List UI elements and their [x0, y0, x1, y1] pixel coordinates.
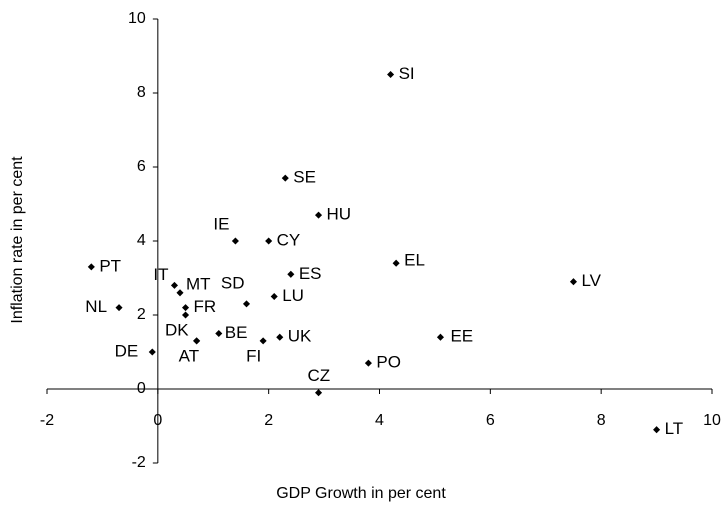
point: [176, 289, 184, 297]
x-tick-label: 4: [375, 412, 384, 429]
point: [242, 300, 251, 308]
point-label: LU: [282, 286, 304, 305]
point: [387, 70, 395, 79]
x-tick-label: -2: [40, 412, 54, 429]
x-tick-label: 10: [703, 412, 721, 429]
y-tick-label: 10: [128, 10, 146, 27]
point-label: SD: [221, 273, 245, 292]
x-tick-label: 6: [486, 412, 495, 429]
point-label: SE: [293, 168, 316, 187]
point-label: SI: [399, 64, 415, 83]
y-tick-label: 0: [137, 380, 146, 397]
y-axis-title: Inflation rate in per cent: [9, 156, 26, 324]
point-label: FR: [194, 297, 217, 316]
point: [215, 329, 223, 338]
point: [281, 174, 289, 182]
point: [265, 237, 273, 245]
y-tick-label: -2: [132, 454, 146, 471]
point-label: LT: [665, 419, 684, 438]
point-label: NL: [85, 297, 107, 316]
point: [231, 237, 239, 245]
point: [182, 311, 190, 319]
point-label: ES: [299, 264, 322, 283]
point: [87, 263, 95, 271]
point-label: IT: [153, 265, 168, 284]
point: [436, 333, 444, 341]
point: [276, 333, 284, 341]
point-label: FI: [246, 346, 261, 365]
point: [653, 426, 661, 434]
x-axis-title: GDP Growth in per cent: [276, 485, 446, 502]
x-tick-label: 0: [153, 412, 162, 429]
point-label: BE: [225, 323, 248, 342]
point-label: EE: [450, 327, 473, 346]
point-label: CY: [277, 230, 301, 249]
point-label: CZ: [308, 366, 331, 385]
point: [182, 304, 190, 312]
point-label: DK: [165, 320, 189, 339]
point: [193, 337, 201, 345]
point: [259, 337, 267, 345]
y-tick-label: 6: [137, 158, 146, 175]
point: [569, 278, 577, 286]
point-label: PO: [376, 353, 401, 372]
point: [315, 211, 323, 219]
point-label: MT: [186, 274, 211, 293]
point: [148, 348, 156, 356]
y-tick-label: 8: [137, 84, 146, 101]
point-label: UK: [288, 327, 312, 346]
point-label: PT: [99, 256, 121, 275]
y-tick-label: 2: [137, 306, 146, 323]
point-label: EL: [404, 251, 425, 270]
point-label: AT: [179, 346, 199, 365]
x-tick-label: 8: [597, 412, 606, 429]
point: [270, 292, 278, 301]
point-label: IE: [213, 214, 229, 233]
point: [287, 270, 295, 278]
point: [315, 389, 323, 397]
point-label: DE: [115, 341, 139, 360]
point: [115, 304, 123, 312]
point-label: LV: [581, 271, 601, 290]
point-label: HU: [327, 205, 352, 224]
y-tick-label: 4: [137, 232, 146, 249]
point: [392, 259, 400, 267]
x-tick-label: 2: [264, 412, 273, 429]
point: [170, 281, 178, 289]
point: [364, 359, 372, 367]
